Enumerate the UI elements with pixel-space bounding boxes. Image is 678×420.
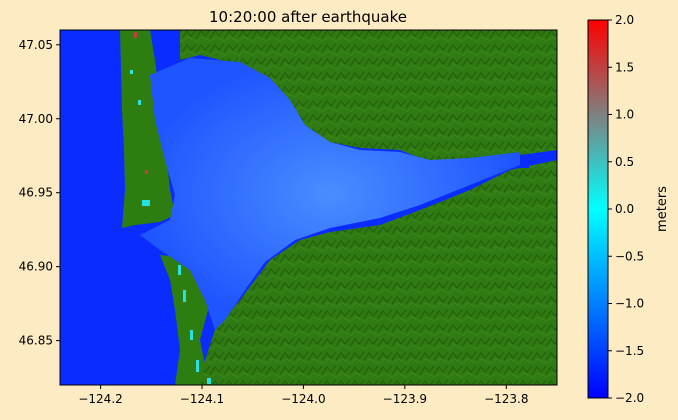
map-frame	[59, 29, 558, 386]
colorbar-label: meters	[655, 186, 670, 232]
shoreline-speckles	[130, 70, 211, 384]
shoreline-red-marks	[134, 32, 148, 174]
x-tick-label: −123.9	[383, 392, 427, 406]
colorbar-tick-label: −1.0	[615, 297, 644, 311]
colorbar-tick-label: 1.5	[615, 60, 634, 74]
colorbar-tick-label: 2.0	[615, 13, 634, 27]
colorbar-tick-label: 1.0	[615, 108, 634, 122]
x-tick-label: −124.1	[180, 392, 224, 406]
y-tick-label: 46.85	[19, 334, 53, 348]
y-axis: 47.05 47.00 46.95 46.90 46.85	[19, 38, 60, 348]
x-axis: −124.2 −124.1 −124.0 −123.9 −123.8	[78, 385, 528, 406]
colorbar-ticks: 2.0 1.5 1.0 0.5 0.0 −0.5 −1.0 −1.5 −2.0	[608, 13, 644, 405]
inlet-mark	[521, 156, 529, 168]
x-tick-label: −123.8	[484, 392, 528, 406]
y-tick-label: 47.05	[19, 38, 53, 52]
colorbar-tick-label: −0.5	[615, 249, 644, 263]
y-tick-label: 46.95	[19, 186, 53, 200]
colorbar-tick-label: −1.5	[615, 344, 644, 358]
grays-harbor-bay	[140, 58, 520, 330]
land-mainland	[180, 30, 557, 385]
colorbar-tick-label: 0.0	[615, 202, 634, 216]
y-tick-label: 47.00	[19, 112, 53, 126]
colorbar	[587, 19, 609, 399]
land-north-spit	[120, 30, 175, 228]
x-tick-label: −124.0	[281, 392, 325, 406]
colorbar-tick-label: −2.0	[615, 391, 644, 405]
x-tick-label: −124.2	[78, 392, 122, 406]
colorbar-tick-label: 0.5	[615, 155, 634, 169]
y-tick-label: 46.90	[19, 260, 53, 274]
map-title: 10:20:00 after earthquake	[209, 8, 407, 26]
map-plot-area	[60, 30, 557, 385]
